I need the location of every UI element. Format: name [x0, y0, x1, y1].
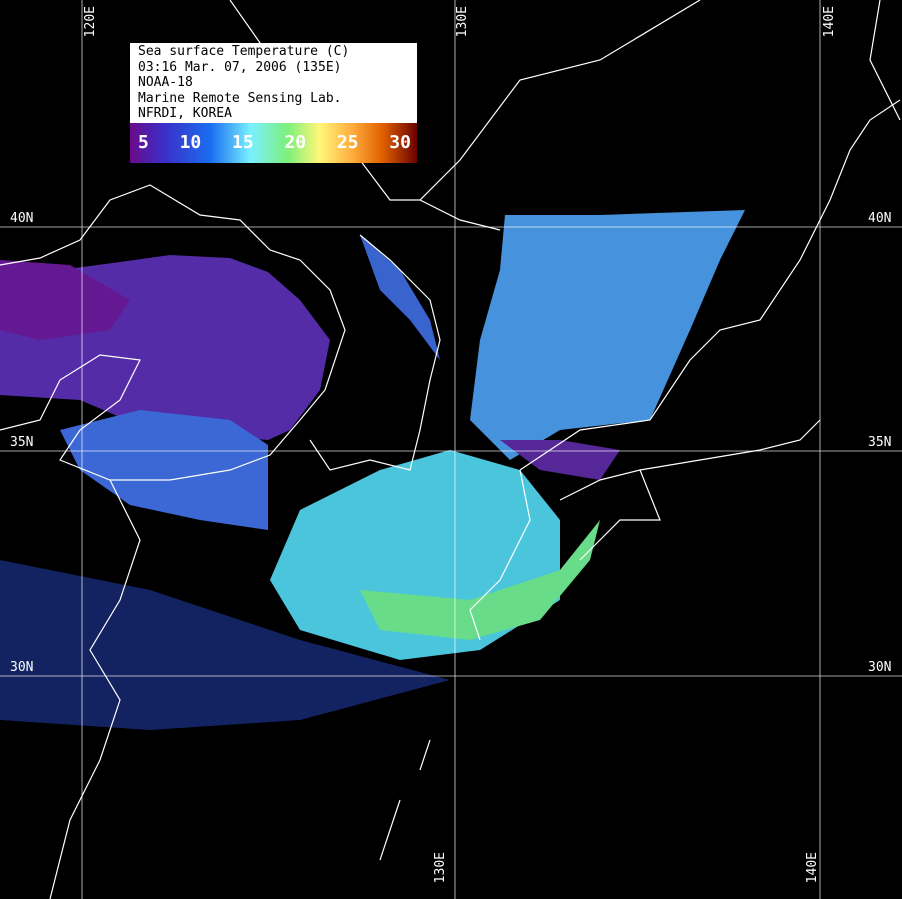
legend-satellite: NOAA-18 [138, 75, 193, 90]
color-scale-bar: 5 10 15 20 25 30 [130, 122, 417, 163]
label-130e-bottom: 130E [433, 852, 448, 884]
label-40n-right: 40N [868, 211, 892, 226]
label-140e-bottom: 140E [805, 852, 820, 884]
label-120e-top: 120E [83, 6, 98, 38]
legend-title: Sea surface Temperature (C) [138, 44, 350, 59]
legend-lab: Marine Remote Sensing Lab. [138, 90, 342, 106]
legend-box: Sea surface Temperature (C) 03:16 Mar. 0… [130, 43, 417, 163]
label-35n-left: 35N [10, 435, 34, 450]
sst-korea-west-coast [360, 235, 440, 360]
coastline-sakhalin [869, 0, 901, 121]
scale-tick: 15 [232, 132, 254, 153]
sst-kuroshio [360, 520, 600, 640]
scale-tick: 30 [389, 132, 411, 153]
scale-tick: 25 [336, 132, 359, 153]
coastline-ryukyu [379, 739, 431, 861]
legend-datetime: 03:16 Mar. 07, 2006 (135E) [138, 59, 342, 75]
legend-org: NFRDI, KOREA [138, 106, 232, 121]
sst-yellow-sea-south [60, 410, 268, 530]
scale-tick: 20 [284, 132, 307, 153]
coastline-japan [469, 99, 901, 641]
sst-field [0, 210, 745, 730]
scale-tick: 5 [138, 132, 149, 153]
scale-tick: 10 [179, 132, 202, 153]
label-30n-right: 30N [868, 660, 892, 675]
label-130e-top: 130E [455, 6, 470, 38]
sst-bohai [0, 260, 130, 340]
sst-east-sea [470, 210, 745, 460]
label-35n-right: 35N [868, 435, 892, 450]
coastline-china [0, 184, 346, 899]
sst-japan-inner [500, 440, 620, 480]
label-140e-top: 140E [822, 6, 837, 38]
label-40n-left: 40N [10, 211, 34, 226]
label-30n-left: 30N [10, 660, 34, 675]
